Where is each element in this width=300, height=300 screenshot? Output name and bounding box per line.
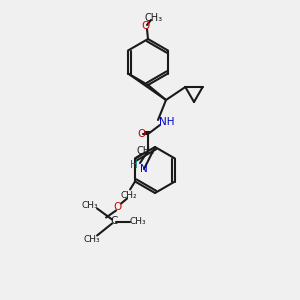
Text: CH₃: CH₃ — [130, 217, 146, 226]
Text: CH₃: CH₃ — [145, 13, 163, 23]
Text: CH₃: CH₃ — [84, 235, 100, 244]
Text: O: O — [113, 202, 121, 212]
Text: O: O — [137, 129, 145, 139]
Text: N: N — [140, 164, 148, 174]
Text: CH₃: CH₃ — [82, 201, 98, 210]
Text: CH₃: CH₃ — [136, 146, 154, 155]
Text: CH₂: CH₂ — [121, 191, 137, 200]
Text: O: O — [142, 21, 150, 31]
Text: H: H — [130, 160, 138, 170]
Text: NH: NH — [159, 117, 175, 127]
Text: C: C — [110, 217, 118, 226]
